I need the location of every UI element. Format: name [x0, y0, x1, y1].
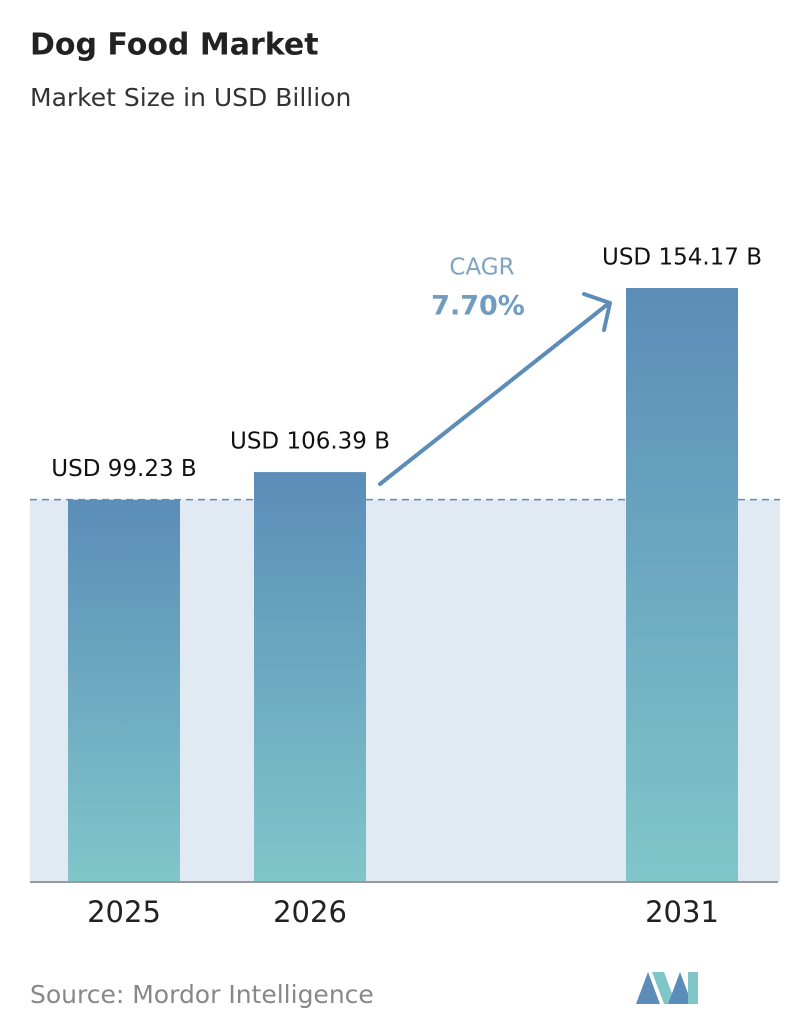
- source: Source: Mordor Intelligence: [30, 980, 374, 1009]
- cagr-arrow: [378, 292, 612, 486]
- x-tick-label: 2031: [645, 895, 719, 929]
- cagr-label: CAGR: [449, 255, 514, 281]
- value-label: USD 106.39 B: [230, 429, 390, 455]
- value-label: USD 99.23 B: [51, 456, 196, 482]
- x-tick-label: 2025: [87, 895, 161, 929]
- chart-title: Dog Food Market: [30, 28, 319, 63]
- bar: [68, 499, 180, 882]
- bar: [626, 288, 738, 882]
- value-label: USD 154.17 B: [602, 245, 762, 271]
- bar: [254, 472, 366, 882]
- x-tick-label: 2026: [273, 895, 347, 929]
- chart-subtitle: Market Size in USD Billion: [30, 83, 351, 112]
- cagr-value: 7.70%: [431, 291, 525, 322]
- logo: [636, 972, 698, 1004]
